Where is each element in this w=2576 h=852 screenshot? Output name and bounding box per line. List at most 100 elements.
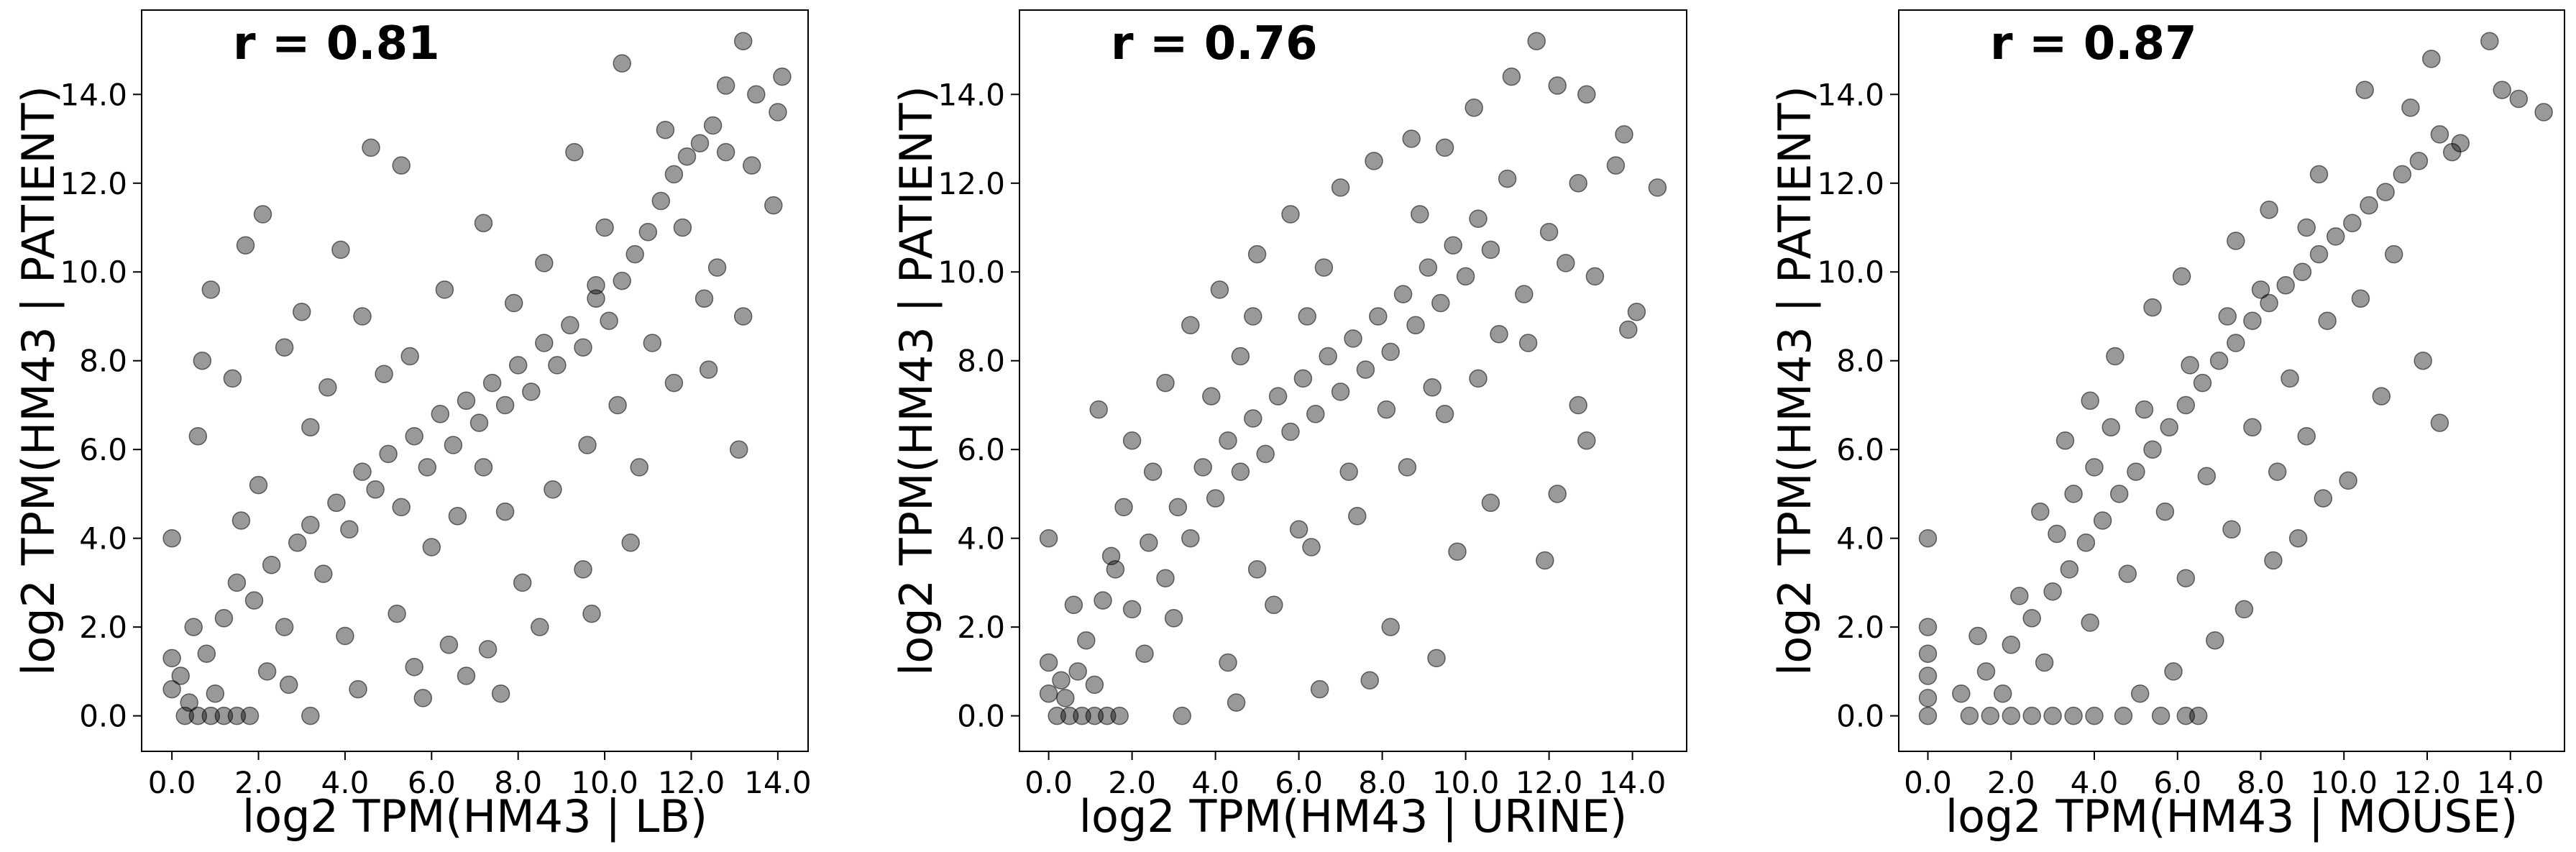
scatter-point — [733, 307, 753, 326]
x-tick-label: 8.0 — [2237, 765, 2285, 800]
scatter-point — [703, 116, 723, 135]
x-tick-label: 6.0 — [408, 765, 456, 800]
scatter-point — [1976, 662, 1996, 681]
scatter-point — [2422, 50, 2441, 68]
scatter-point — [1918, 689, 1938, 707]
scatter-point — [495, 395, 515, 415]
x-tick-label: 6.0 — [2153, 765, 2201, 800]
x-tick-label: 0.0 — [148, 765, 196, 800]
scatter-point — [2188, 706, 2208, 725]
x-tick-label: 14.0 — [1599, 765, 1667, 800]
x-axis-label: log2 TPM(HM43 | LB) — [242, 790, 707, 843]
scatter-point — [188, 426, 208, 446]
scatter-point — [1615, 125, 1633, 144]
scatter-point — [630, 458, 648, 477]
scatter-point — [513, 573, 532, 592]
scatter-point — [2101, 418, 2120, 437]
scatter-point — [422, 538, 441, 556]
scatter-point — [1268, 387, 1288, 406]
scatter-point — [1039, 653, 1058, 672]
scatter-point — [2534, 103, 2553, 122]
scatter-point — [1164, 609, 1183, 628]
y-axis-label: log2 TPM(HM43 | PATIENT) — [1769, 86, 1822, 676]
scatter-point — [301, 418, 320, 437]
scatter-point — [2114, 706, 2133, 725]
scatter-point — [2430, 125, 2449, 144]
scatter-point — [2010, 587, 2029, 605]
y-tick-label: 8.0 — [79, 344, 127, 379]
scatter-point — [1365, 152, 1383, 170]
scatter-point — [1469, 369, 1488, 388]
correlation-annotation: r = 0.76 — [1111, 17, 1318, 70]
scatter-point — [1048, 706, 1066, 725]
scatter-point — [1444, 236, 1462, 255]
scatter-point — [1210, 280, 1229, 299]
scatter-point — [1469, 209, 1488, 228]
scatter-point — [1402, 129, 1421, 148]
scatter-point — [1627, 303, 1646, 321]
scatter-point — [292, 303, 311, 321]
scatter-panel-mouse: 0.0 2.0 4.0 6.0 8.0 10.0 12.0 14.0 0.0 2.0 4.0 6.0 8… — [1769, 9, 2565, 843]
scatter-point — [197, 644, 216, 663]
scatter-point — [1110, 706, 1129, 725]
scatter-point — [1114, 498, 1133, 517]
scatter-point — [275, 618, 294, 636]
scatter-point — [2218, 307, 2237, 326]
y-tick-label: 12.0 — [60, 166, 127, 201]
scatter-point — [2081, 613, 2099, 632]
scatter-point — [2143, 440, 2162, 459]
y-tick-label: 4.0 — [1836, 521, 1884, 556]
scatter-point — [201, 280, 221, 299]
y-tick-label: 12.0 — [1817, 166, 1884, 201]
scatter-point — [227, 573, 247, 592]
scatter-point — [535, 334, 554, 352]
scatter-point — [444, 436, 463, 454]
scatter-point — [1231, 347, 1250, 366]
scatter-point — [1356, 360, 1375, 379]
scatter-point — [587, 289, 605, 308]
scatter-point — [582, 604, 601, 623]
scatter-point — [1960, 706, 1979, 725]
x-tick-label: 12.0 — [1516, 765, 1583, 800]
scatter-point — [1548, 485, 1567, 503]
scatter-panel-urine: 0.0 2.0 4.0 6.0 8.0 10.0 12.0 14.0 0.0 2.0 4.0 6.0 8… — [890, 9, 1687, 843]
scatter-point — [1310, 679, 1329, 699]
scatter-point — [1360, 671, 1379, 690]
scatter-point — [1101, 546, 1121, 566]
scatter-point — [1156, 373, 1175, 393]
scatter-point — [1918, 528, 1938, 548]
scatter-point — [1435, 138, 1454, 157]
scatter-point — [331, 240, 350, 260]
scatter-point — [2209, 351, 2229, 370]
scatter-point — [253, 205, 272, 224]
scatter-point — [707, 258, 727, 277]
scatter-point — [1539, 222, 1559, 242]
scatter-point — [2043, 582, 2062, 601]
scatter-point — [482, 373, 502, 393]
y-axis-label: log2 TPM(HM43 | PATIENT) — [890, 86, 943, 676]
scatter-panel-lb: 0.0 2.0 4.0 6.0 8.0 10.0 12.0 14.0 0.0 2.0 4.0 6.0 8… — [12, 9, 812, 843]
scatter-point — [1122, 431, 1142, 450]
scatter-point — [244, 591, 264, 610]
scatter-point — [2143, 298, 2162, 317]
scatter-point — [2085, 706, 2104, 725]
scatter-point — [474, 214, 493, 233]
scatter-point — [2176, 395, 2196, 415]
scatter-point — [2176, 569, 2196, 587]
scatter-point — [353, 462, 372, 481]
scatter-point — [2081, 391, 2099, 411]
scatter-point — [1968, 626, 1987, 646]
scatter-point — [1227, 693, 1246, 712]
scatter-point — [478, 640, 498, 659]
scatter-point — [1427, 649, 1446, 668]
scatter-point — [353, 307, 372, 326]
scatter-point — [1289, 520, 1308, 539]
scatter-point — [1094, 591, 1112, 610]
scatter-point — [2451, 134, 2470, 152]
scatter-point — [180, 693, 198, 712]
scatter-point — [625, 244, 644, 264]
scatter-point — [1527, 32, 1546, 50]
scatter-point — [240, 706, 260, 725]
scatter-point — [2109, 485, 2129, 503]
